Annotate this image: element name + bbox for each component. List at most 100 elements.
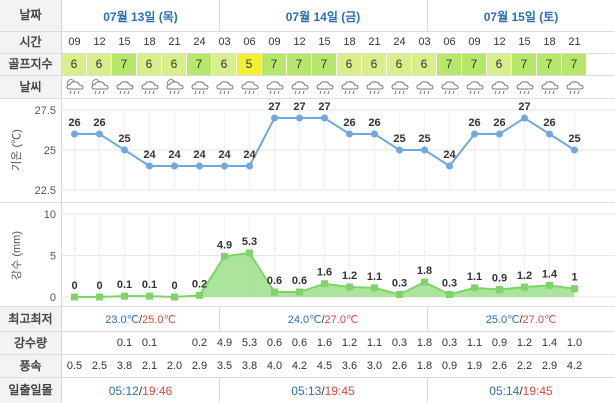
data-point bbox=[171, 293, 178, 301]
data-label: 0.6 bbox=[292, 275, 307, 287]
time-cell: 09 bbox=[68, 36, 81, 48]
max-temp-1: 25.0℃ bbox=[142, 314, 176, 326]
time-label: 시간 bbox=[0, 32, 62, 53]
data-label: 24 bbox=[443, 149, 456, 161]
data-label: 1.8 bbox=[417, 265, 432, 277]
golf-index-cell: 6 bbox=[387, 54, 412, 75]
cloud-sun-rain-icon bbox=[87, 76, 112, 98]
golf-index-cell: 7 bbox=[437, 54, 462, 75]
tick-label: 0 bbox=[50, 292, 56, 304]
data-point bbox=[96, 293, 103, 301]
time-cell: 03 bbox=[218, 36, 231, 48]
data-point bbox=[446, 291, 453, 299]
rain-icon bbox=[512, 76, 537, 98]
data-label: 27 bbox=[293, 101, 305, 113]
golf-index-cell: 7 bbox=[187, 54, 212, 75]
precip-cell: 1.0 bbox=[566, 337, 583, 349]
day-header-3: 07월 15일 (토) bbox=[483, 10, 559, 24]
data-label: 0.1 bbox=[142, 279, 157, 291]
golf-index-cell: 6 bbox=[487, 54, 512, 75]
golf-index-cell: 6 bbox=[362, 54, 387, 75]
rain-icon bbox=[462, 76, 487, 98]
data-label: 26 bbox=[68, 117, 80, 129]
golf-index-cell: 6 bbox=[162, 54, 187, 75]
rain-icon bbox=[387, 76, 412, 98]
data-label: 24 bbox=[168, 149, 181, 161]
time-cell: 21 bbox=[568, 36, 581, 48]
sunrise-3: 05:14 bbox=[489, 384, 520, 398]
precip-cell: 0.2 bbox=[191, 337, 208, 349]
wind-cell: 1.9 bbox=[466, 360, 483, 372]
rain-icon bbox=[262, 76, 287, 98]
wind-cell: 2.1 bbox=[141, 360, 158, 372]
data-label: 27 bbox=[268, 101, 280, 113]
rain-icon bbox=[562, 76, 587, 98]
data-point bbox=[321, 114, 328, 122]
rain-icon bbox=[187, 76, 212, 98]
minmax-day-1: 23.0℃/25.0℃ bbox=[105, 314, 176, 326]
data-point bbox=[146, 162, 153, 170]
precip-cell: 0.1 bbox=[116, 337, 133, 349]
precip-cell: 0.9 bbox=[491, 337, 508, 349]
data-point bbox=[96, 130, 103, 138]
rain-icon bbox=[312, 76, 337, 98]
time-cell: 21 bbox=[168, 36, 181, 48]
wind-row: 풍속 0.5 2.5 3.8 2.1 2.0 2.9 3.5 3.8 4.0 4.2 4.5 3.6 3… bbox=[0, 355, 615, 377]
minmax-day-3: 25.0℃/27.0℃ bbox=[485, 314, 557, 326]
time-cell: 24 bbox=[393, 36, 406, 48]
data-point bbox=[546, 281, 553, 289]
data-label: 1.6 bbox=[317, 267, 332, 279]
precip-cell: 0.3 bbox=[441, 337, 458, 349]
golf-index-cell: 7 bbox=[312, 54, 337, 75]
wind-label: 풍속 bbox=[0, 355, 62, 377]
data-point bbox=[71, 130, 78, 138]
data-point bbox=[346, 283, 353, 291]
golf-index-cell: 6 bbox=[337, 54, 362, 75]
sun-label: 일출일몰 bbox=[0, 378, 62, 403]
minmax-day-2: 24.0℃/27.0℃ bbox=[287, 314, 359, 326]
data-point bbox=[371, 130, 378, 138]
data-label: 5.3 bbox=[242, 236, 257, 248]
weather-row: 날씨 bbox=[0, 76, 615, 98]
sun-day-2: 05:13/19:45 bbox=[291, 384, 355, 398]
golf-index-cell: 7 bbox=[537, 54, 562, 75]
data-point bbox=[121, 292, 128, 300]
data-label: 25 bbox=[568, 133, 580, 145]
precip-label: 강수량 bbox=[0, 332, 62, 354]
axis-label: 강수 (mm) bbox=[10, 231, 23, 280]
data-label: 0 bbox=[96, 280, 102, 292]
data-point bbox=[271, 114, 278, 122]
data-label: 0.2 bbox=[192, 278, 207, 290]
data-label: 27 bbox=[318, 101, 330, 113]
data-label: 24 bbox=[143, 149, 156, 161]
wind-cell: 3.8 bbox=[241, 360, 258, 372]
weather-label: 날씨 bbox=[0, 76, 62, 98]
data-point bbox=[546, 130, 553, 138]
data-label: 1.1 bbox=[367, 271, 382, 283]
sunrise-1: 05:12 bbox=[108, 384, 139, 398]
day-header-2: 07월 14일 (금) bbox=[285, 10, 361, 24]
rain-icon bbox=[137, 76, 162, 98]
precip-area bbox=[74, 253, 575, 297]
wind-cell: 3.5 bbox=[216, 360, 233, 372]
wind-cell: 3.0 bbox=[366, 360, 383, 372]
precip-cell: 5.3 bbox=[241, 337, 258, 349]
sun-day-1: 05:12/19:46 bbox=[108, 384, 173, 398]
golf-index-cell: 6 bbox=[137, 54, 162, 75]
wind-cell: 3.6 bbox=[341, 360, 358, 372]
precip-cell: 1.1 bbox=[366, 337, 383, 349]
minmax-label: 최고최저 bbox=[0, 307, 62, 331]
data-point bbox=[221, 252, 228, 260]
rain-icon bbox=[362, 76, 387, 98]
wind-cell: 2.0 bbox=[166, 360, 183, 372]
time-cell: 12 bbox=[493, 36, 506, 48]
data-point bbox=[246, 162, 253, 170]
precip-cell bbox=[87, 332, 112, 354]
data-label: 4.9 bbox=[217, 239, 232, 251]
wind-cell: 4.2 bbox=[566, 360, 583, 372]
time-cell: 18 bbox=[143, 36, 156, 48]
golf-label: 골프지수 bbox=[0, 54, 62, 75]
time-cell: 06 bbox=[443, 36, 456, 48]
cloud-sun-rain-icon bbox=[62, 76, 87, 98]
data-point bbox=[471, 130, 478, 138]
